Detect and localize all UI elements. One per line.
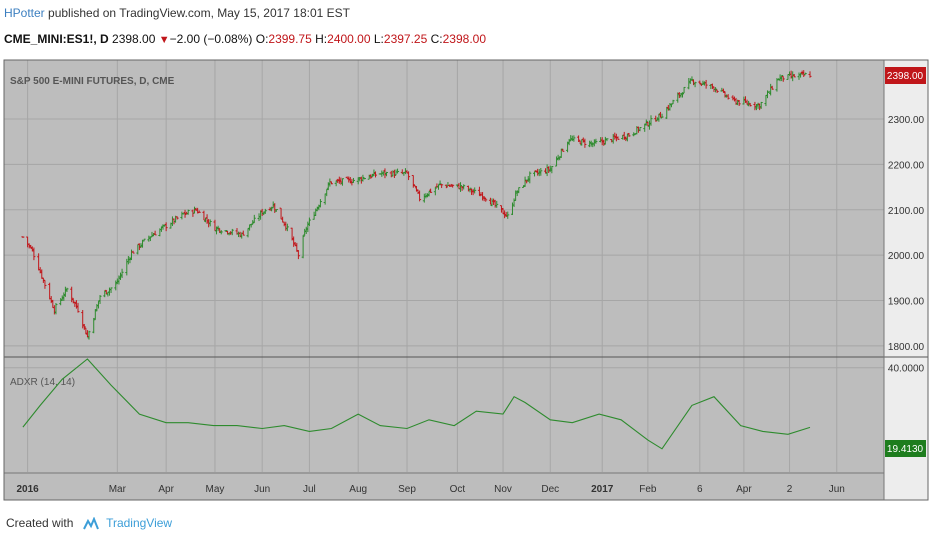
- price-tick-label: 2000.00: [888, 251, 925, 262]
- time-tick-label: Oct: [450, 484, 466, 495]
- open-value: 2399.75: [268, 32, 312, 46]
- tradingview-brand-link[interactable]: TradingView: [106, 516, 173, 530]
- price-tick-label: 2300.00: [888, 115, 925, 126]
- time-tick-label: Jul: [303, 484, 316, 495]
- symbol-info-bar: CME_MINI:ES1!, D 2398.00 ▼−2.00 (−0.08%)…: [4, 32, 486, 46]
- time-tick-label: Jun: [829, 484, 845, 495]
- price-tick-label: 1900.00: [888, 297, 925, 308]
- time-tick-label: Jun: [254, 484, 270, 495]
- grid: [4, 60, 884, 472]
- time-tick-label: Dec: [541, 484, 559, 495]
- last-price-tag-label: 2398.00: [887, 71, 924, 82]
- symbol-name[interactable]: CME_MINI:ES1!, D: [4, 32, 109, 46]
- high-label: H:: [315, 32, 328, 46]
- indicator-title: ADXR (14, 14): [10, 377, 75, 388]
- created-with-text: Created with: [6, 516, 74, 530]
- last-price-tag: 2398.00: [885, 67, 926, 84]
- price-tick-label: 2200.00: [888, 160, 925, 171]
- time-tick-label: Aug: [349, 484, 367, 495]
- time-tick-label: Mar: [109, 484, 127, 495]
- chart-border: [3, 59, 929, 501]
- price-tick-label: 1800.00: [888, 342, 925, 353]
- indicator-value-tag: 19.4130: [885, 440, 926, 457]
- price-change: −2.00 (−0.08%): [169, 32, 253, 46]
- adxr-series-line: [22, 358, 811, 450]
- time-axis[interactable]: 2016 Mar Apr May Jun Jul Aug Sep Oct Nov Dec 2017 Fe…: [16, 484, 844, 495]
- publish-info: HPotter published on TradingView.com, Ma…: [4, 6, 350, 20]
- time-tick-label: 2: [787, 484, 793, 495]
- time-tick-label: Sep: [398, 484, 416, 495]
- time-tick-label: Apr: [736, 484, 752, 495]
- indicator-tick-label: 40.0000: [888, 364, 925, 375]
- indicator-value-tag-bg: [885, 440, 926, 457]
- down-arrow-icon: ▼: [158, 34, 170, 46]
- plot-background: [4, 60, 884, 500]
- time-tick-label: Feb: [639, 484, 657, 495]
- last-price-tag-bg: [885, 67, 926, 84]
- published-text: published on TradingView.com, May 15, 20…: [48, 6, 350, 20]
- close-label: C:: [430, 32, 443, 46]
- time-tick-label: Nov: [494, 484, 512, 495]
- open-label: O:: [255, 32, 269, 46]
- footer: Created with TradingView: [6, 516, 172, 531]
- price-bars: [21, 70, 812, 340]
- time-tick-label: Apr: [158, 484, 174, 495]
- time-tick-label: 2017: [591, 484, 614, 495]
- time-tick-label: 2016: [16, 484, 39, 495]
- price-tick-label: 2100.00: [888, 206, 925, 217]
- close-value: 2398.00: [442, 32, 487, 46]
- time-tick-label: 6: [697, 484, 703, 495]
- high-value: 2400.00: [327, 32, 371, 46]
- low-label: L:: [373, 32, 384, 46]
- low-value: 2397.25: [383, 32, 428, 46]
- price-axis-background: [884, 60, 928, 500]
- tradingview-logo-icon: [82, 517, 99, 530]
- price-axis[interactable]: 1800.00 1900.00 2000.00 2100.00 2200.00 2300.…: [888, 115, 925, 375]
- author-link[interactable]: HPotter: [4, 6, 45, 20]
- main-chart-title: S&P 500 E-MINI FUTURES, D, CME: [10, 76, 175, 87]
- time-tick-label: May: [205, 484, 224, 495]
- last-price: 2398.00: [112, 32, 156, 46]
- indicator-value-tag-label: 19.4130: [887, 444, 924, 455]
